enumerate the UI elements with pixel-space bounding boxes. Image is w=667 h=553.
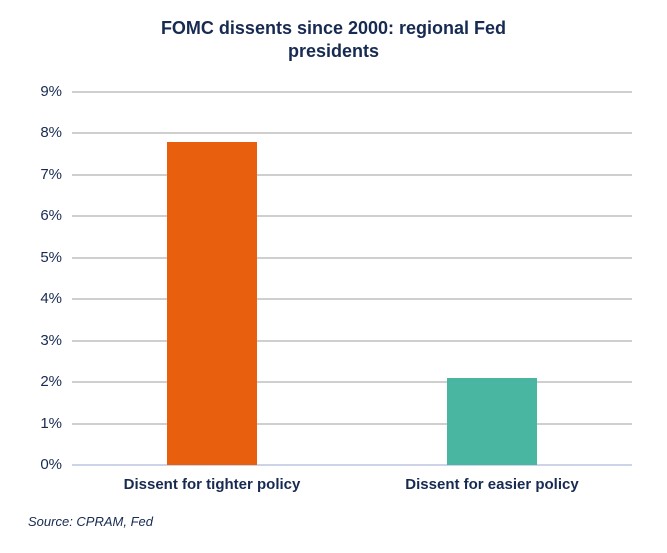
gridline-4% [72,298,632,301]
x-axis: Dissent for tighter policy Dissent for ea… [72,476,632,500]
gridline-1% [72,422,632,425]
y-tick-label: 3% [40,331,62,349]
bar-dissent-for-tighter-policy [167,141,257,465]
gridline-2% [72,381,632,384]
plot-area [72,91,632,466]
y-tick-label: 9% [40,83,62,100]
chart-title: FOMC dissents since 2000: regional Fed p… [160,18,507,61]
gridline-6% [72,215,632,218]
x-category-label: Dissent for easier policy [405,476,579,493]
y-tick-label: 2% [40,373,62,391]
x-category-label: Dissent for tighter policy [123,476,301,493]
gridline-7% [72,173,632,176]
y-axis: 0% 1% 2% 3% 4% 5% 6% 7% 8% 9% [0,83,62,473]
x-axis-baseline [72,464,632,466]
gridline-9% [72,91,632,93]
gridline-3% [72,339,632,342]
y-tick-label: 4% [40,290,62,308]
y-tick-label: 5% [40,248,62,266]
gridline-5% [72,256,632,259]
y-tick-label: 1% [40,414,62,432]
y-tick-label: 8% [40,124,62,142]
y-tick-label: 7% [40,165,62,183]
gridline-8% [72,132,632,135]
bar-dissent-for-easier-policy [447,377,537,465]
y-tick-label: 0% [40,456,62,473]
y-tick-label: 6% [40,207,62,225]
source-note: Source: CPRAM, Fed [28,514,153,529]
